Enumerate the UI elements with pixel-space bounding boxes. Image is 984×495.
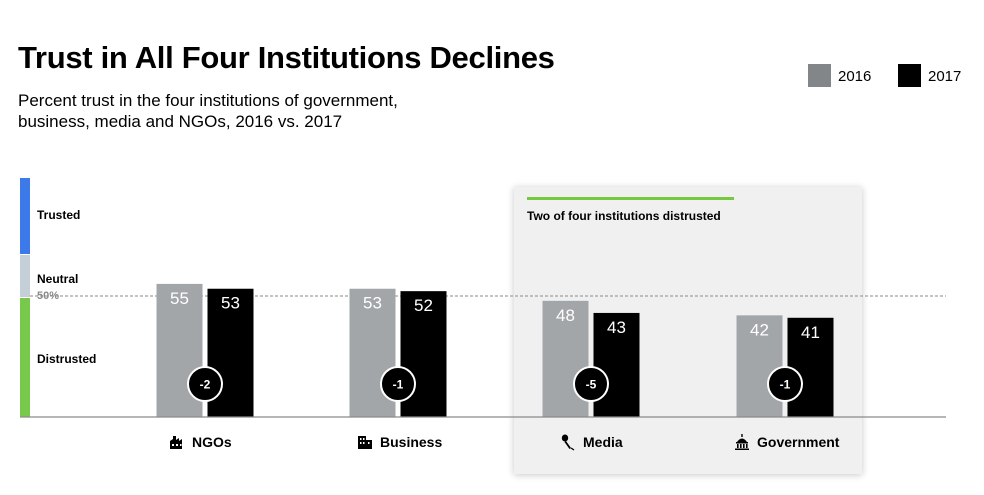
data-label-media-2016: 48	[556, 306, 575, 325]
bar-government-2016	[736, 315, 783, 417]
legend-label-2017: 2017	[928, 68, 962, 85]
change-label-media: -5	[586, 378, 597, 392]
data-label-ngos-2017: 53	[221, 294, 240, 313]
data-label-business-2016: 53	[363, 294, 382, 313]
change-label-business: -1	[393, 378, 404, 392]
bar-media-2017	[593, 312, 640, 417]
panel-accent-line	[527, 197, 734, 200]
data-label-government-2017: 41	[801, 323, 820, 342]
change-badge-media	[573, 366, 609, 402]
change-label-government: -1	[780, 378, 791, 392]
category-label-business-text: Business	[380, 434, 443, 450]
change-badge-ngos	[187, 366, 223, 402]
band-label-distrusted: Distrusted	[37, 352, 97, 366]
legend-swatch-2017	[898, 64, 921, 87]
bar-government-2017	[787, 317, 834, 417]
band-neutral	[20, 255, 30, 297]
category-label-government-text: Government	[757, 434, 840, 450]
panel-title: Two of four institutions distrusted	[527, 209, 721, 223]
data-label-media-2017: 43	[607, 318, 626, 337]
band-trusted	[20, 178, 30, 254]
data-label-ngos-2016: 55	[170, 289, 189, 308]
legend-label-2016: 2016	[838, 68, 872, 85]
page-title: Trust in All Four Institutions Declines	[18, 40, 555, 75]
change-badge-government	[767, 366, 803, 402]
band-label-trusted: Trusted	[37, 208, 81, 222]
category-label-business: Business	[356, 430, 442, 454]
category-label-government: Government	[733, 430, 839, 454]
reference-line-label: 50%	[37, 290, 60, 302]
category-label-ngos-text: NGOs	[192, 434, 232, 450]
band-distrusted	[20, 298, 30, 417]
data-label-government-2016: 42	[750, 320, 769, 339]
category-label-media-text: Media	[583, 434, 623, 450]
category-label-ngos: NGOs	[168, 430, 232, 454]
government-icon	[735, 434, 749, 450]
media-icon	[561, 434, 575, 451]
ngo-icon	[170, 436, 182, 449]
change-badge-business	[380, 366, 416, 402]
change-label-ngos: -2	[200, 378, 211, 392]
business-icon	[358, 436, 372, 449]
legend-swatch-2016	[808, 64, 831, 87]
band-label-neutral: Neutral	[37, 272, 79, 286]
chart-subtitle: Percent trust in the four institutions o…	[18, 91, 398, 131]
data-label-business-2017: 52	[414, 296, 433, 315]
category-label-media: Media	[559, 430, 623, 454]
